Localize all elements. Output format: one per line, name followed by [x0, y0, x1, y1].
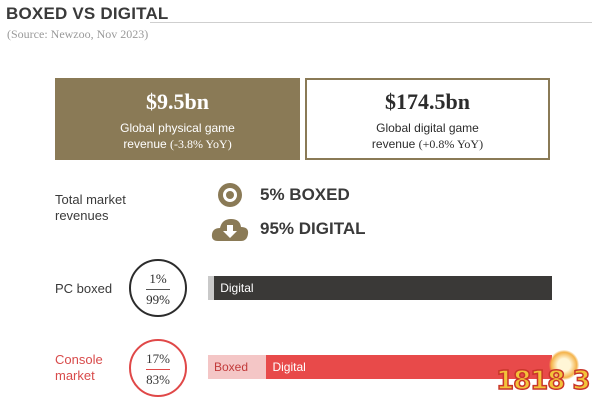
- console-digital-segment: Digital: [266, 355, 552, 379]
- sun-icon: [549, 350, 579, 380]
- digital-revenue-caption: Global digital game revenue (+0.8% YoY): [307, 120, 548, 152]
- console-label-line2: market: [55, 368, 95, 383]
- console-circle-divider: [146, 369, 170, 370]
- physical-caption-line2: revenue: [123, 137, 171, 151]
- pc-boxed-segment: [208, 276, 215, 300]
- pc-digital-segment: Digital: [214, 276, 552, 300]
- pc-digital-segment-label: Digital: [220, 281, 254, 295]
- physical-caption-line1: Global physical game: [120, 121, 235, 135]
- pc-boxed-percent: 1%: [149, 271, 167, 286]
- console-boxed-segment: Boxed: [208, 355, 267, 379]
- console-label-line1: Console: [55, 352, 103, 367]
- title-divider: [150, 22, 592, 23]
- digital-revenue-card: $174.5bn Global digital game revenue (+0…: [305, 78, 550, 160]
- pc-share-circle: 1% 99%: [129, 259, 187, 317]
- disc-icon: [210, 181, 250, 209]
- digital-caption-line2: revenue: [371, 137, 419, 151]
- physical-revenue-value: $9.5bn: [146, 89, 209, 114]
- pc-circle-divider: [146, 289, 170, 290]
- digital-revenue-value: $174.5bn: [385, 89, 470, 114]
- pc-digital-percent: 99%: [146, 292, 170, 307]
- page-title: BOXED VS DIGITAL: [6, 4, 169, 23]
- cloud-download-icon: [210, 215, 250, 243]
- total-label-line1: Total market: [55, 192, 126, 207]
- digital-share-row: 95% DIGITAL: [210, 214, 365, 244]
- physical-revenue-card: $9.5bn Global physical game revenue (-3.…: [55, 78, 300, 160]
- source-note: (Source: Newzoo, Nov 2023): [7, 27, 149, 41]
- console-market-label: Console market: [55, 352, 103, 384]
- total-label-line2: revenues: [55, 208, 109, 223]
- total-market-label: Total market revenues: [55, 192, 126, 224]
- console-digital-segment-label: Digital: [272, 360, 306, 374]
- physical-yoy: (-3.8% YoY): [170, 137, 232, 151]
- pc-share-bar: Digital: [208, 276, 552, 300]
- digital-yoy: (+0.8% YoY): [418, 137, 484, 151]
- console-boxed-segment-label: Boxed: [214, 360, 249, 374]
- digital-share-text: 95% DIGITAL: [260, 219, 366, 238]
- boxed-share-row: 5% BOXED: [210, 180, 350, 210]
- watermark-text: 1818 3: [495, 365, 591, 397]
- console-share-bar: Boxed Digital: [208, 355, 552, 379]
- console-digital-percent: 83%: [146, 372, 170, 387]
- digital-caption-line1: Global digital game: [376, 121, 479, 135]
- physical-revenue-caption: Global physical game revenue (-3.8% YoY): [55, 120, 300, 152]
- console-boxed-percent: 17%: [146, 351, 170, 366]
- pc-boxed-label: PC boxed: [55, 281, 113, 296]
- boxed-share-text: 5% BOXED: [260, 185, 350, 204]
- watermark-logo: 1818 3: [494, 350, 594, 402]
- console-share-circle: 17% 83%: [129, 339, 187, 397]
